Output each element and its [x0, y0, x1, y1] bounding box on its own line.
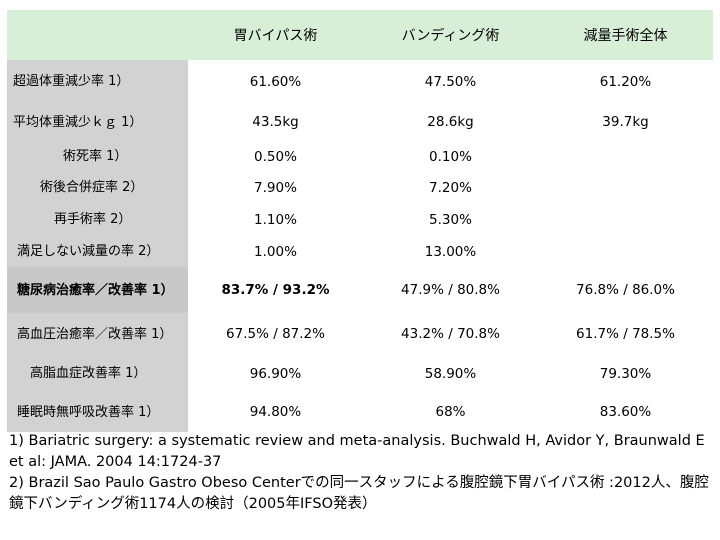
row-label: 術後合併症率 2）	[7, 172, 188, 203]
table-row: 術後合併症率 2） 7.90% 7.20%	[7, 172, 713, 203]
table-cell: 83.7% / 93.2%	[221, 282, 330, 298]
table-cell: 7.20%	[429, 179, 472, 196]
table-cell: 76.8% / 86.0%	[576, 282, 675, 298]
table-cell: 83.60%	[599, 404, 652, 420]
table-row: 睡眠時無呼吸改善率 1） 94.80% 68% 83.60%	[7, 392, 713, 432]
row-label: 満足しない減量の率 2）	[7, 236, 188, 267]
footnotes: 1) Bariatric surgery: a systematic revie…	[9, 431, 715, 515]
table-cell: 58.90%	[424, 365, 477, 382]
table-cell: 1.00%	[254, 243, 297, 260]
table-cell: 7.90%	[254, 179, 297, 196]
header-banding: バンディング術	[401, 28, 500, 44]
table-row: 術死率 1） 0.50% 0.10%	[7, 141, 713, 172]
table-cell: 47.9% / 80.8%	[401, 282, 500, 298]
table-cell: 68%	[435, 404, 466, 420]
table-cell: 0.50%	[254, 148, 297, 165]
header-all-surgery: 減量手術全体	[583, 28, 668, 44]
table-row: 糖尿病治癒率／改善率 1） 83.7% / 93.2% 47.9% / 80.8…	[7, 267, 713, 313]
table-cell: 28.6kg	[427, 114, 474, 130]
table-cell: 47.50%	[424, 73, 477, 90]
table-row: 再手術率 2） 1.10% 5.30%	[7, 203, 713, 236]
table-cell: 61.7% / 78.5%	[576, 326, 675, 342]
table-cell: 67.5% / 87.2%	[226, 326, 325, 342]
row-label: 睡眠時無呼吸改善率 1）	[7, 392, 188, 432]
table-row: 高脂血症改善率 1） 96.90% 58.90% 79.30%	[7, 355, 713, 392]
table-cell: 79.30%	[599, 365, 652, 382]
results-table: 胃バイパス術 バンディング術 減量手術全体 超過体重減少率 1） 61.60% …	[7, 10, 713, 432]
table-row: 満足しない減量の率 2） 1.00% 13.00%	[7, 236, 713, 267]
row-label: 高脂血症改善率 1）	[7, 355, 188, 392]
row-label: 超過体重減少率 1）	[7, 60, 188, 103]
table-cell: 0.10%	[429, 148, 472, 165]
table-cell: 96.90%	[249, 365, 302, 382]
row-label: 再手術率 2）	[7, 203, 188, 236]
table-row: 高血圧治癒率／改善率 1） 67.5% / 87.2% 43.2% / 70.8…	[7, 313, 713, 355]
table-cell: 61.60%	[249, 73, 302, 90]
table-header-row: 胃バイパス術 バンディング術 減量手術全体	[7, 10, 713, 60]
footnote-1: 1) Bariatric surgery: a systematic revie…	[9, 433, 705, 470]
footnote-2: 2) Brazil Sao Paulo Gastro Obeso Centerで…	[9, 475, 709, 512]
row-label: 高血圧治癒率／改善率 1）	[7, 313, 188, 355]
table-cell: 94.80%	[249, 404, 302, 420]
table-cell: 61.20%	[599, 73, 652, 90]
row-label: 平均体重減少ｋｇ 1）	[7, 103, 188, 141]
header-gastric-bypass: 胃バイパス術	[233, 28, 318, 44]
row-label: 術死率 1）	[7, 141, 188, 172]
row-label: 糖尿病治癒率／改善率 1）	[7, 267, 188, 313]
table-cell: 43.2% / 70.8%	[401, 326, 500, 342]
table-row: 平均体重減少ｋｇ 1） 43.5kg 28.6kg 39.7kg	[7, 103, 713, 141]
table-cell: 13.00%	[424, 243, 477, 260]
table-cell: 39.7kg	[602, 114, 649, 130]
table-row: 超過体重減少率 1） 61.60% 47.50% 61.20%	[7, 60, 713, 103]
table-cell: 43.5kg	[252, 114, 299, 130]
table-cell: 5.30%	[429, 211, 472, 228]
table-cell: 1.10%	[254, 211, 297, 228]
